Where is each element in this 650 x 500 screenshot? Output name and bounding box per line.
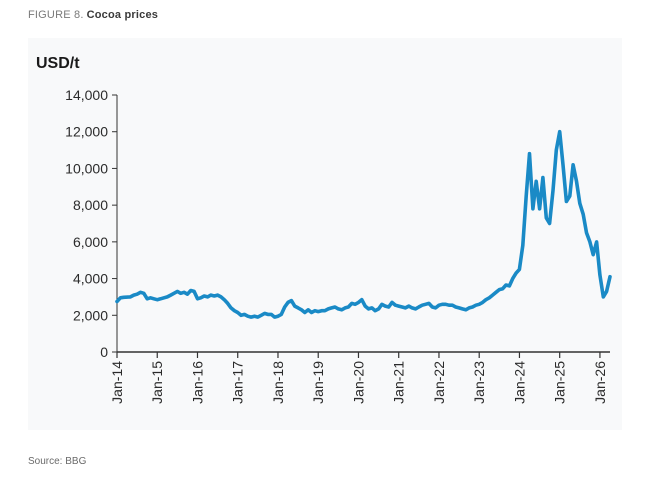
cocoa-price-series-line	[115, 129, 612, 319]
source-note: Source: BBG	[28, 456, 87, 467]
y-tick-label: 2,000	[73, 307, 108, 323]
chart-panel: USD/t 0 2,000 4,000 6,000 8,000 10,000 12,000 1…	[28, 38, 622, 430]
x-tick-label: Jan-22	[431, 361, 447, 404]
x-tick-label: Jan-19	[310, 361, 326, 404]
x-tick-label: Jan-20	[350, 361, 366, 404]
x-tick-label: Jan-25	[552, 361, 568, 404]
figure-header: FIGURE 8. Cocoa prices	[28, 9, 158, 21]
x-tick-label: Jan-17	[230, 361, 246, 404]
y-tick-label: 14,000	[65, 87, 108, 103]
y-tick-label: 10,000	[65, 160, 108, 176]
x-tick-label: Jan-14	[109, 361, 125, 404]
figure-number: FIGURE 8.	[28, 9, 84, 21]
x-tick-label: Jan-18	[270, 361, 286, 404]
y-tick-label: 8,000	[73, 197, 108, 213]
x-tick-label: Jan-23	[471, 361, 487, 404]
y-axis-unit-label: USD/t	[36, 55, 80, 72]
y-tick-label: 0	[100, 344, 108, 360]
x-tick-label: Jan-16	[189, 361, 205, 404]
x-tick-label: Jan-24	[511, 361, 527, 404]
cocoa-price-chart: 02,0004,0006,0008,00010,00012,00014,000 …	[65, 87, 612, 404]
figure-title: Cocoa prices	[86, 9, 159, 21]
y-tick-label: 6,000	[73, 234, 108, 250]
y-axis-ticks: 0 2,000 4,000 6,000 8,000 10,000 12,000 14,000	[65, 87, 117, 360]
x-tick-label: Jan-15	[149, 361, 165, 404]
y-tick-label: 12,000	[65, 124, 108, 140]
x-axis-ticks: Jan-14 Jan-15 Jan-16 Jan-17 Jan-18 Jan-19 Jan-…	[109, 352, 608, 404]
y-tick-label: 4,000	[73, 271, 108, 287]
x-tick-label: Jan-21	[391, 361, 407, 404]
x-tick-label: Jan-26	[592, 361, 608, 404]
